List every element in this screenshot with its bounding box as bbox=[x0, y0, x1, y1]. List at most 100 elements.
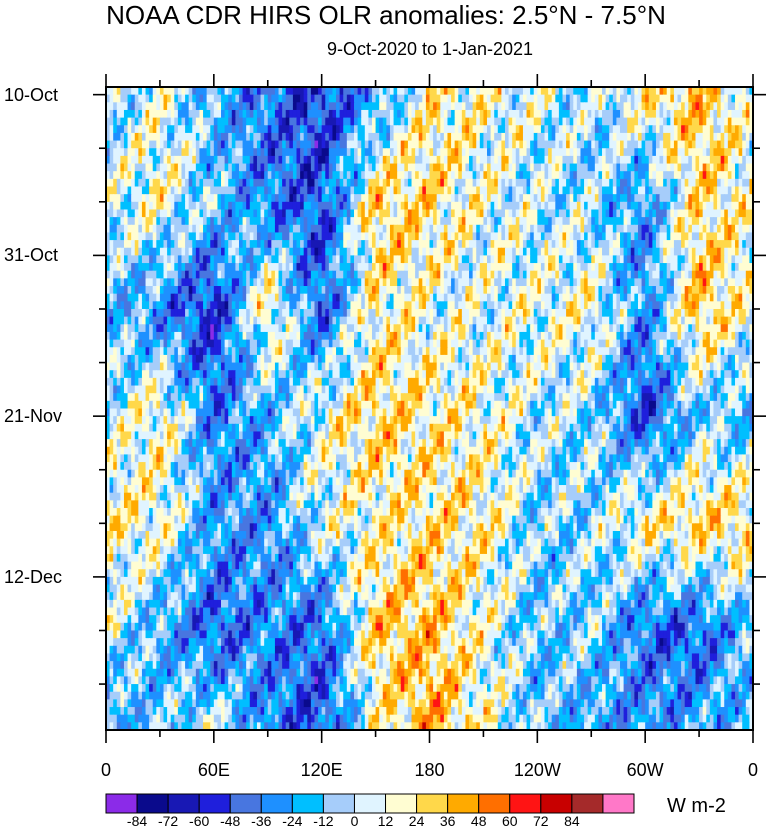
field-cell bbox=[548, 117, 553, 126]
field-cell bbox=[735, 132, 740, 142]
field-cell bbox=[203, 117, 208, 126]
field-cell bbox=[655, 240, 661, 249]
field-cell bbox=[533, 94, 538, 103]
field-cell bbox=[152, 125, 157, 134]
field-cell bbox=[156, 148, 161, 157]
field-cell bbox=[501, 109, 506, 119]
field-cell bbox=[407, 201, 413, 211]
field-cell bbox=[555, 125, 560, 134]
field-cell bbox=[343, 178, 348, 188]
field-cell bbox=[296, 87, 301, 96]
field-cell bbox=[742, 140, 747, 149]
field-cell bbox=[354, 171, 359, 180]
field-cell bbox=[422, 109, 427, 119]
field-cell bbox=[188, 224, 193, 234]
field-cell bbox=[346, 178, 352, 188]
field-cell bbox=[282, 148, 287, 157]
field-cell bbox=[177, 209, 183, 218]
field-cell bbox=[717, 163, 722, 172]
field-cell bbox=[627, 140, 632, 149]
field-cell bbox=[300, 293, 305, 302]
field-cell bbox=[648, 224, 653, 234]
field-cell bbox=[573, 140, 578, 149]
field-cell bbox=[717, 224, 722, 234]
field-cell bbox=[742, 201, 747, 211]
field-cell bbox=[691, 240, 697, 249]
field-cell bbox=[397, 87, 402, 96]
field-cell bbox=[174, 148, 179, 157]
field-cell bbox=[487, 247, 492, 256]
field-cell bbox=[519, 255, 524, 264]
field-cell bbox=[673, 155, 679, 165]
field-cell bbox=[587, 209, 592, 218]
field-cell bbox=[731, 224, 736, 234]
field-cell bbox=[318, 293, 323, 302]
field-cell bbox=[630, 255, 635, 264]
field-cell bbox=[203, 255, 208, 264]
field-cell bbox=[152, 255, 157, 264]
field-cell bbox=[479, 209, 485, 218]
field-cell bbox=[310, 117, 316, 126]
field-cell bbox=[238, 255, 244, 264]
field-cell bbox=[141, 140, 147, 149]
field-cell bbox=[727, 102, 733, 111]
field-cell bbox=[684, 278, 689, 287]
field-cell bbox=[702, 94, 707, 103]
field-cell bbox=[681, 109, 686, 119]
field-cell bbox=[386, 171, 391, 180]
field-cell bbox=[681, 232, 686, 241]
field-cell bbox=[393, 148, 398, 157]
field-cell bbox=[749, 163, 753, 172]
field-cell bbox=[738, 209, 743, 218]
field-cell bbox=[195, 240, 201, 249]
field-cell bbox=[540, 240, 546, 249]
field-cell bbox=[267, 224, 272, 234]
field-cell bbox=[443, 125, 449, 134]
field-cell bbox=[566, 278, 571, 287]
field-cell bbox=[451, 278, 456, 287]
field-cell bbox=[526, 87, 531, 96]
field-cell bbox=[515, 155, 520, 165]
field-cell bbox=[512, 270, 517, 279]
field-cell bbox=[522, 109, 528, 119]
field-cell bbox=[681, 209, 686, 218]
field-cell bbox=[350, 148, 355, 157]
field-cell bbox=[519, 163, 524, 172]
field-cell bbox=[684, 247, 689, 256]
field-cell bbox=[156, 125, 161, 134]
field-cell bbox=[429, 171, 434, 180]
field-cell bbox=[616, 263, 621, 272]
field-cell bbox=[533, 209, 538, 218]
field-cell bbox=[296, 293, 301, 302]
field-cell bbox=[515, 194, 520, 203]
field-cell bbox=[609, 224, 614, 234]
field-cell bbox=[451, 186, 456, 195]
field-cell bbox=[292, 255, 298, 264]
field-cell bbox=[271, 240, 276, 249]
field-cell bbox=[584, 87, 589, 96]
field-cell bbox=[465, 132, 470, 142]
field-cell bbox=[469, 209, 474, 218]
field-cell bbox=[663, 125, 668, 134]
field-cell bbox=[504, 117, 510, 126]
field-cell bbox=[382, 125, 387, 134]
field-cell bbox=[580, 155, 585, 165]
field-cell bbox=[479, 247, 485, 256]
field-cell bbox=[508, 286, 513, 295]
field-cell bbox=[138, 240, 143, 249]
field-cell bbox=[659, 270, 664, 279]
field-cell bbox=[472, 178, 477, 188]
field-cell bbox=[415, 94, 420, 103]
field-cell bbox=[141, 132, 147, 142]
field-cell bbox=[422, 209, 427, 218]
field-cell bbox=[152, 102, 157, 111]
field-cell bbox=[551, 209, 556, 218]
field-cell bbox=[300, 263, 305, 272]
field-cell bbox=[260, 125, 265, 134]
field-cell bbox=[228, 209, 233, 218]
field-cell bbox=[357, 224, 362, 234]
field-cell bbox=[584, 255, 589, 264]
field-cell bbox=[242, 194, 247, 203]
field-cell bbox=[325, 155, 330, 165]
field-cell bbox=[634, 217, 639, 226]
